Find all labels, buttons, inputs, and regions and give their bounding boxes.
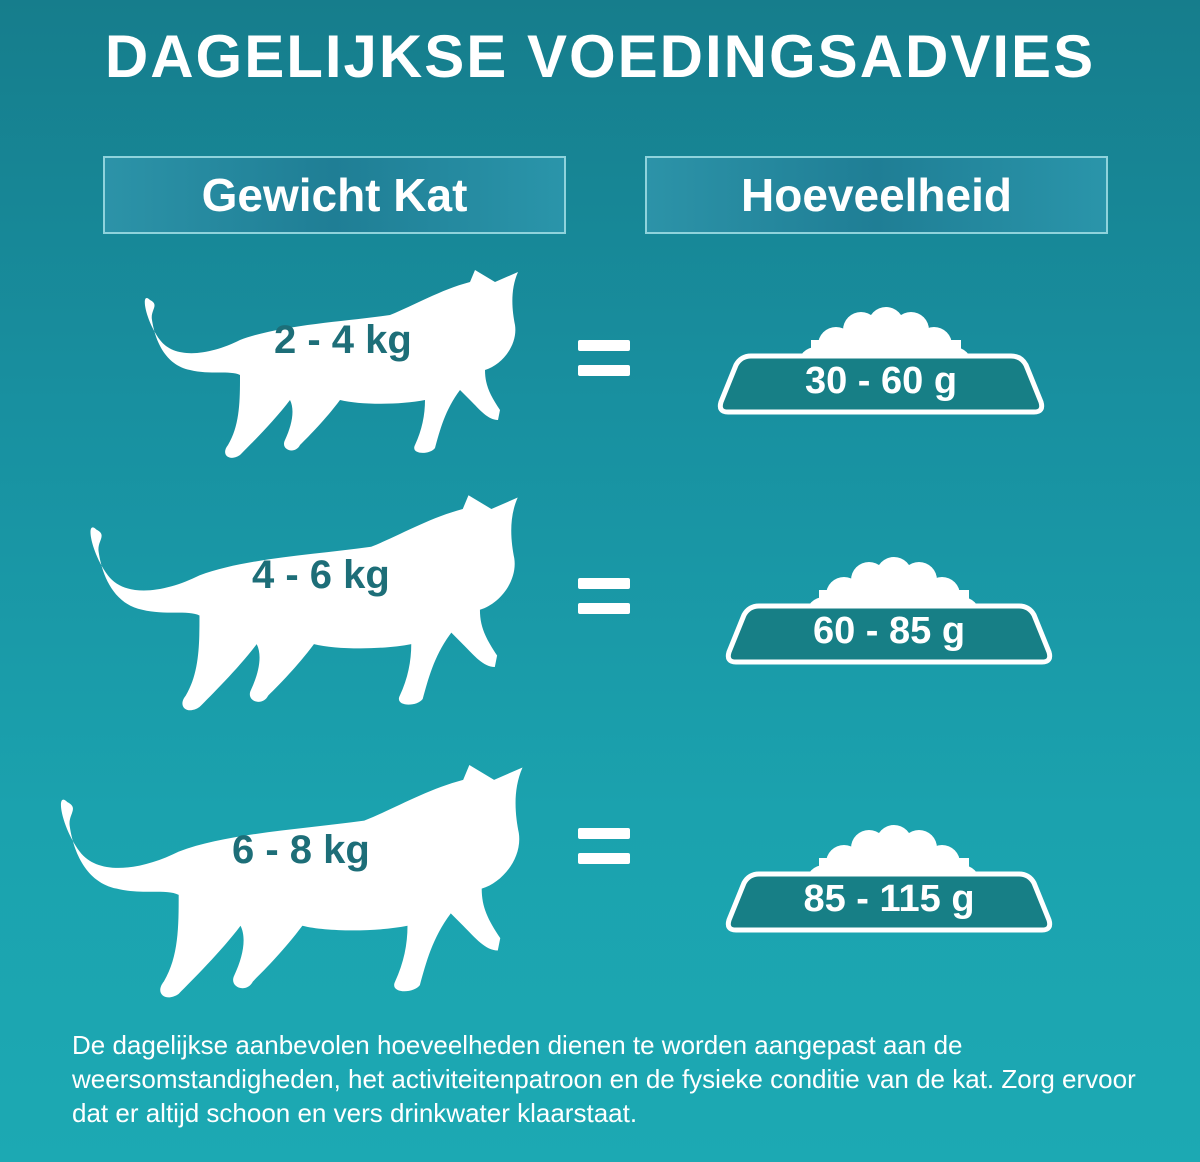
weight-label: 4 - 6 kg — [252, 553, 390, 597]
cat-silhouette-icon — [55, 765, 525, 1000]
page-title: DAGELIJKSE VOEDINGSADVIES — [104, 23, 1096, 90]
equals-icon — [578, 340, 630, 390]
cat-silhouette-icon — [140, 270, 520, 460]
equals-icon — [578, 578, 630, 628]
header-amount: Hoeveelheid — [645, 156, 1108, 234]
amount-label: 30 - 60 g — [804, 360, 958, 402]
feeding-note: De dagelijkse aanbevolen hoeveelheden di… — [72, 1030, 1136, 1128]
header-weight: Gewicht Kat — [103, 156, 566, 234]
equals-icon — [578, 828, 630, 878]
amount-label: 85 - 115 g — [803, 878, 975, 920]
weight-label: 2 - 4 kg — [274, 318, 412, 362]
weight-label: 6 - 8 kg — [232, 828, 370, 872]
cat-silhouette-icon — [85, 495, 520, 713]
amount-label: 60 - 85 g — [812, 610, 966, 652]
